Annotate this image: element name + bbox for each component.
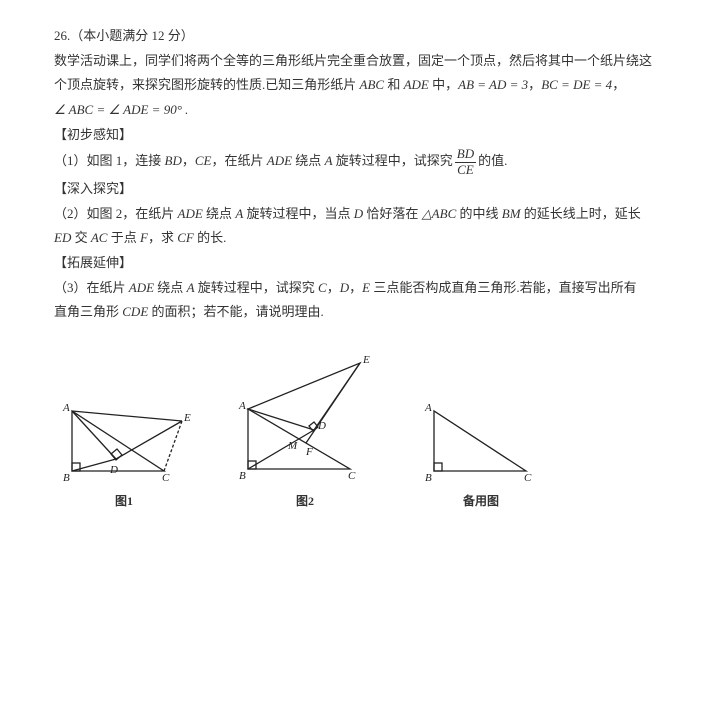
txt: 的长. bbox=[194, 230, 227, 245]
txt: ， bbox=[612, 77, 625, 92]
e: E bbox=[362, 280, 370, 295]
abc: ABC bbox=[360, 77, 385, 92]
txt: 旋转过程中，试探究 bbox=[195, 280, 319, 295]
svg-text:B: B bbox=[425, 472, 432, 484]
frac-num: BD bbox=[455, 147, 476, 162]
txt: 个顶点旋转，来探究图形旋转的性质.已知三角形纸片 bbox=[54, 77, 360, 92]
svg-text:B: B bbox=[239, 470, 246, 482]
txt: ， bbox=[349, 280, 362, 295]
svg-text:M: M bbox=[287, 440, 298, 452]
bm: BM bbox=[502, 206, 521, 221]
problem-number: 26.（本小题满分 12 分） bbox=[54, 24, 664, 49]
f: F bbox=[140, 230, 148, 245]
fraction-bd-ce: BDCE bbox=[455, 147, 476, 177]
txt: 的值. bbox=[478, 153, 507, 168]
txt: ， bbox=[528, 77, 541, 92]
ade3: ADE bbox=[178, 206, 203, 221]
bd: BD bbox=[165, 153, 182, 168]
txt: （3）在纸片 bbox=[54, 280, 129, 295]
figure-1-caption: 图1 bbox=[54, 490, 194, 513]
section-3: 【拓展延伸】 bbox=[54, 251, 664, 276]
figure-3: A B C 备用图 bbox=[416, 381, 546, 513]
figure-3-caption: 备用图 bbox=[416, 490, 546, 513]
a3: A bbox=[187, 280, 195, 295]
txt: 直角三角形 bbox=[54, 304, 122, 319]
cf: CF bbox=[177, 230, 194, 245]
tri-abc: △ABC bbox=[422, 206, 457, 221]
ade2: ADE bbox=[267, 153, 292, 168]
svg-text:F: F bbox=[305, 446, 313, 458]
svg-text:E: E bbox=[362, 354, 370, 366]
d2: D bbox=[340, 280, 349, 295]
section-1: 【初步感知】 bbox=[54, 123, 664, 148]
ac: AC bbox=[91, 230, 108, 245]
svg-text:E: E bbox=[183, 412, 191, 424]
q1: （1）如图 1，连接 BD，CE，在纸片 ADE 绕点 A 旋转过程中，试探究B… bbox=[54, 147, 664, 177]
txt: 的延长线上时，延长 bbox=[521, 206, 641, 221]
eq1: AB = AD = 3 bbox=[458, 77, 528, 92]
txt: 的中线 bbox=[456, 206, 502, 221]
svg-text:A: A bbox=[62, 402, 70, 414]
svg-text:C: C bbox=[524, 472, 532, 484]
figure-2-caption: 图2 bbox=[230, 490, 380, 513]
cde: CDE bbox=[122, 304, 148, 319]
svg-text:A: A bbox=[424, 402, 432, 414]
ade4: ADE bbox=[129, 280, 154, 295]
txt: 和 bbox=[384, 77, 404, 92]
svg-text:D: D bbox=[317, 420, 326, 432]
txt: 的面积；若不能，请说明理由. bbox=[148, 304, 324, 319]
a: A bbox=[325, 153, 333, 168]
ade: ADE bbox=[404, 77, 429, 92]
q2-l2: ED 交 AC 于点 F，求 CF 的长. bbox=[54, 226, 664, 251]
txt: ， bbox=[182, 153, 195, 168]
figure-1-svg: A B C D E bbox=[54, 381, 194, 486]
txt: 交 bbox=[71, 230, 91, 245]
txt: 恰好落在 bbox=[363, 206, 422, 221]
q2-l1: （2）如图 2，在纸片 ADE 绕点 A 旋转过程中，当点 D 恰好落在 △AB… bbox=[54, 202, 664, 227]
intro-line-1: 数学活动课上，同学们将两个全等的三角形纸片完全重合放置，固定一个顶点，然后将其中… bbox=[54, 49, 664, 74]
figure-3-svg: A B C bbox=[416, 381, 546, 486]
page-container: 26.（本小题满分 12 分） 数学活动课上，同学们将两个全等的三角形纸片完全重… bbox=[0, 0, 718, 533]
q3-l1: （3）在纸片 ADE 绕点 A 旋转过程中，试探究 C，D，E 三点能否构成直角… bbox=[54, 276, 664, 301]
txt: 旋转过程中，当点 bbox=[243, 206, 354, 221]
txt: ，求 bbox=[148, 230, 177, 245]
frac-den: CE bbox=[455, 163, 476, 177]
txt: ， bbox=[327, 280, 340, 295]
txt: 三点能否构成直角三角形.若能，直接写出所有 bbox=[370, 280, 637, 295]
svg-text:C: C bbox=[348, 470, 356, 482]
txt: 绕点 bbox=[154, 280, 187, 295]
d: D bbox=[354, 206, 363, 221]
svg-text:A: A bbox=[238, 400, 246, 412]
txt: （2）如图 2，在纸片 bbox=[54, 206, 178, 221]
txt: ，在纸片 bbox=[212, 153, 267, 168]
txt: （1）如图 1，连接 bbox=[54, 153, 165, 168]
figures-row: A B C D E 图1 bbox=[54, 351, 664, 513]
txt: 绕点 bbox=[292, 153, 325, 168]
c: C bbox=[318, 280, 327, 295]
ce: CE bbox=[195, 153, 212, 168]
section-2: 【深入探究】 bbox=[54, 177, 664, 202]
figure-2: A B C D E M F 图2 bbox=[230, 351, 380, 513]
ed: ED bbox=[54, 230, 71, 245]
svg-text:B: B bbox=[63, 472, 70, 484]
svg-text:D: D bbox=[109, 464, 118, 476]
txt: 旋转过程中，试探究 bbox=[333, 153, 453, 168]
eq2: BC = DE = 4 bbox=[541, 77, 612, 92]
txt: 中， bbox=[429, 77, 458, 92]
figure-1: A B C D E 图1 bbox=[54, 381, 194, 513]
svg-text:C: C bbox=[162, 472, 170, 484]
angle-eq: ∠ ABC = ∠ ADE = 90° . bbox=[54, 102, 188, 117]
intro-line-2: 个顶点旋转，来探究图形旋转的性质.已知三角形纸片 ABC 和 ADE 中，AB … bbox=[54, 73, 664, 98]
q3-l2: 直角三角形 CDE 的面积；若不能，请说明理由. bbox=[54, 300, 664, 325]
txt: 绕点 bbox=[203, 206, 236, 221]
figure-2-svg: A B C D E M F bbox=[230, 351, 380, 486]
txt: 于点 bbox=[107, 230, 140, 245]
angle-line: ∠ ABC = ∠ ADE = 90° . bbox=[54, 98, 664, 123]
